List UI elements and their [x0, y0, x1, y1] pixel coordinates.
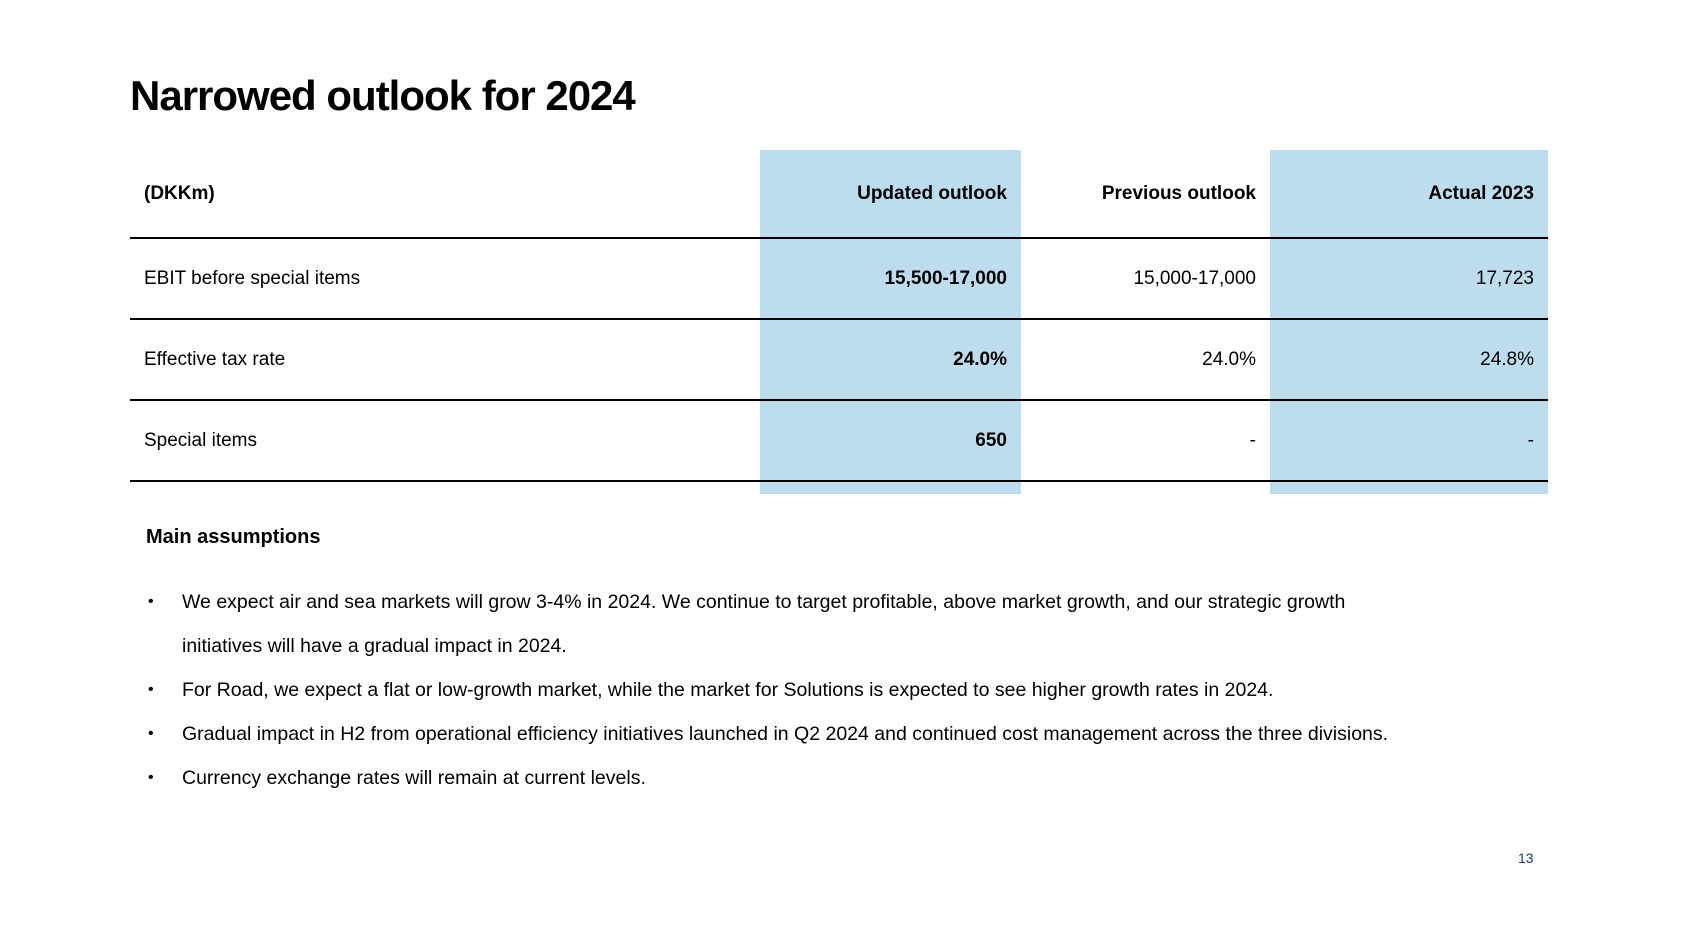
cell-ebit-label: EBIT before special items	[130, 239, 760, 320]
bullet-item: • For Road, we expect a flat or low-grow…	[148, 668, 1568, 712]
cell-ebit-updated: 15,500-17,000	[760, 239, 1021, 320]
page-number: 13	[1518, 850, 1534, 866]
bullet-text: We expect air and sea markets will grow …	[182, 580, 1568, 668]
column-header-dkkm: (DKKm)	[130, 150, 760, 239]
table-overhang-updated	[760, 482, 1021, 494]
column-header-previous-outlook: Previous outlook	[1021, 150, 1270, 239]
cell-ebit-previous: 15,000-17,000	[1021, 239, 1270, 320]
cell-special-label: Special items	[130, 401, 760, 482]
cell-tax-previous: 24.0%	[1021, 320, 1270, 401]
bullet-line: For Road, we expect a flat or low-growth…	[182, 679, 1274, 701]
cell-special-actual: -	[1270, 401, 1548, 482]
bullet-item: • Gradual impact in H2 from operational …	[148, 712, 1568, 756]
bullet-line: initiatives will have a gradual impact i…	[182, 635, 567, 657]
table-overhang-actual	[1270, 482, 1548, 494]
bullet-icon: •	[148, 725, 154, 742]
cell-tax-actual: 24.8%	[1270, 320, 1548, 401]
bullet-text: Currency exchange rates will remain at c…	[182, 756, 1568, 800]
slide-title: Narrowed outlook for 2024	[130, 72, 636, 119]
bullet-line: Gradual impact in H2 from operational ef…	[182, 723, 1389, 745]
cell-ebit-actual: 17,723	[1270, 239, 1548, 320]
cell-tax-updated: 24.0%	[760, 320, 1021, 401]
assumptions-heading: Main assumptions	[146, 526, 321, 548]
bullet-icon: •	[148, 769, 154, 786]
bullet-icon: •	[148, 681, 154, 698]
bullet-text: Gradual impact in H2 from operational ef…	[182, 712, 1568, 756]
cell-special-previous: -	[1021, 401, 1270, 482]
column-header-actual-2023: Actual 2023	[1270, 150, 1548, 239]
bullet-line: We expect air and sea markets will grow …	[182, 591, 1346, 613]
cell-special-updated: 650	[760, 401, 1021, 482]
table-overhang-previous	[1021, 482, 1270, 494]
assumptions-bullet-list: • We expect air and sea markets will gro…	[148, 580, 1568, 800]
bullet-text: For Road, we expect a flat or low-growth…	[182, 668, 1568, 712]
bullet-icon: •	[148, 593, 154, 610]
table-overhang-spacer	[130, 482, 760, 494]
cell-tax-label: Effective tax rate	[130, 320, 760, 401]
bullet-item: • We expect air and sea markets will gro…	[148, 580, 1568, 668]
bullet-item: • Currency exchange rates will remain at…	[148, 756, 1568, 800]
bullet-line: Currency exchange rates will remain at c…	[182, 767, 646, 789]
outlook-table: (DKKm) Updated outlook Previous outlook …	[130, 150, 1548, 494]
column-header-updated-outlook: Updated outlook	[760, 150, 1021, 239]
